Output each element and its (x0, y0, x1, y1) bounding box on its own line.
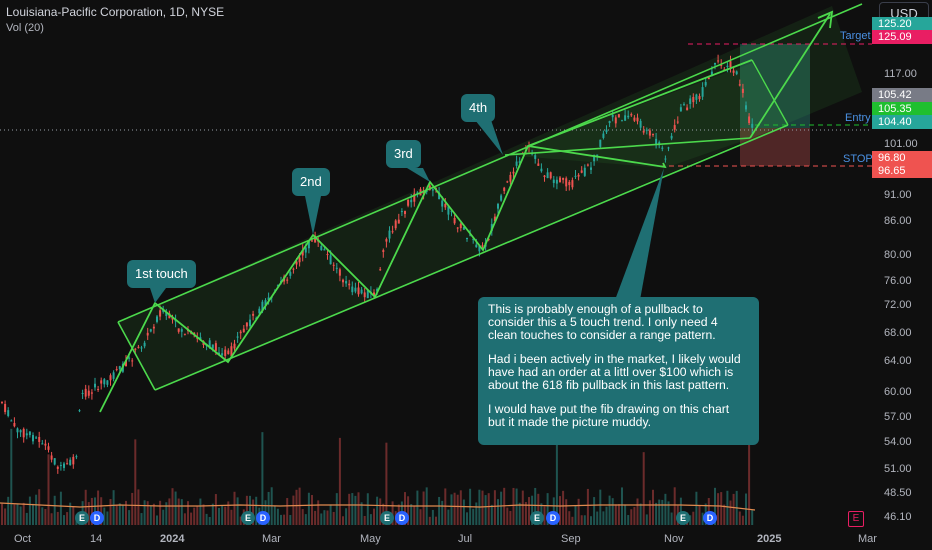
y-tick-label: 72.00 (884, 299, 912, 311)
y-tick-label: 48.50 (884, 487, 912, 499)
dividend-icon[interactable]: D (256, 511, 270, 525)
note-paragraph: This is probably enough of a pullback to… (488, 302, 718, 342)
projection-arrowhead (817, 10, 834, 29)
earnings-icon[interactable]: E (530, 511, 544, 525)
range-bottom-line (751, 59, 789, 126)
y-tick-label: 80.00 (884, 249, 912, 261)
y-tick-label: 91.00 (884, 189, 912, 201)
y-tick-label: 60.00 (884, 386, 912, 398)
dividend-icon[interactable]: D (546, 511, 560, 525)
x-tick-label: 2024 (160, 533, 185, 545)
x-tick-label: Jul (458, 533, 473, 545)
dividend-icon[interactable]: D (395, 511, 409, 525)
annotation-note[interactable]: This is probably enough of a pullback to… (478, 297, 759, 445)
callout-3rd[interactable]: 3rd (386, 140, 421, 168)
channel-zone (118, 6, 862, 390)
callout-4th[interactable]: 4th (461, 94, 496, 122)
range-top-line (527, 59, 753, 147)
x-tick-label: Oct (14, 533, 32, 545)
stop-label: STOP (843, 153, 873, 165)
y-tick-label: 68.00 (884, 327, 912, 339)
target-zone (740, 44, 810, 128)
volume-ma-line (0, 502, 756, 511)
trend-channel[interactable] (117, 3, 863, 391)
x-tick-label: 2025 (757, 533, 782, 545)
x-tick-label: Mar (262, 533, 281, 545)
volume-indicator-label[interactable]: Vol (20) (6, 22, 44, 34)
x-tick-label: Sep (561, 533, 581, 545)
zigzag-swings[interactable] (99, 145, 667, 413)
callout-1st-touch[interactable]: 1st touch (127, 260, 196, 288)
y-tick-label: 51.00 (884, 463, 912, 475)
y-tick-label: 101.00 (884, 138, 918, 150)
price-label: 96.80 (872, 151, 932, 165)
note-paragraph: I would have put the fib drawing on this… (488, 402, 730, 429)
callout-2nd[interactable]: 2nd (292, 168, 330, 196)
price-label: 105.42 (872, 88, 932, 102)
x-tick-label: Mar (858, 533, 877, 545)
chart-title: Louisiana-Pacific Corporation, 1D, NYSE (6, 5, 225, 19)
y-tick-label: 54.00 (884, 436, 912, 448)
earnings-icon[interactable]: E (241, 511, 255, 525)
earnings-icon[interactable]: E (75, 511, 89, 525)
x-tick-label: 14 (90, 533, 103, 545)
price-label: 125.20 (872, 17, 932, 31)
callout-pointers (150, 120, 664, 303)
y-tick-label: 76.00 (884, 275, 912, 287)
y-tick-label: 57.00 (884, 411, 912, 423)
price-label: 105.35 (872, 102, 932, 116)
dividend-icon[interactable]: D (703, 511, 717, 525)
y-tick-label: 117.00 (884, 68, 917, 80)
earnings-icon[interactable]: E (380, 511, 394, 525)
y-tick-label: 86.00 (884, 215, 912, 227)
target-label: Target (840, 30, 871, 42)
y-tick-label: 64.00 (884, 355, 912, 367)
price-label: 125.09 (872, 30, 932, 44)
entry-label: Entry (845, 112, 871, 124)
note-paragraph: Had i been actively in the market, I lik… (488, 352, 741, 392)
projection-path[interactable] (749, 13, 831, 139)
price-label: 96.65 (872, 164, 932, 178)
range-zone (505, 63, 788, 168)
y-tick-label: 46.10 (884, 511, 912, 523)
price-label: 104.40 (872, 115, 932, 129)
x-tick-label: Nov (664, 533, 684, 545)
earnings-icon[interactable]: E (676, 511, 690, 525)
earnings-upcoming-icon[interactable]: E (848, 511, 864, 527)
x-tick-label: May (360, 533, 381, 545)
dividend-icon[interactable]: D (90, 511, 104, 525)
